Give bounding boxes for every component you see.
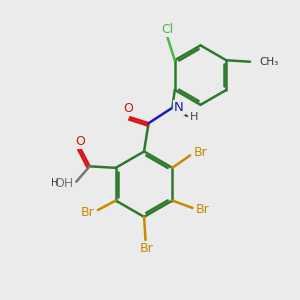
Text: Cl: Cl [161, 22, 173, 35]
Text: O: O [76, 135, 85, 148]
Text: CH₃: CH₃ [260, 57, 279, 67]
Text: Br: Br [139, 242, 153, 255]
Text: H: H [51, 178, 59, 188]
Text: OH: OH [54, 177, 74, 190]
Text: Br: Br [81, 206, 94, 219]
Text: H: H [190, 112, 198, 122]
Text: Br: Br [194, 146, 208, 159]
Text: N: N [174, 101, 184, 114]
Text: Br: Br [196, 203, 210, 216]
Text: O: O [124, 103, 134, 116]
